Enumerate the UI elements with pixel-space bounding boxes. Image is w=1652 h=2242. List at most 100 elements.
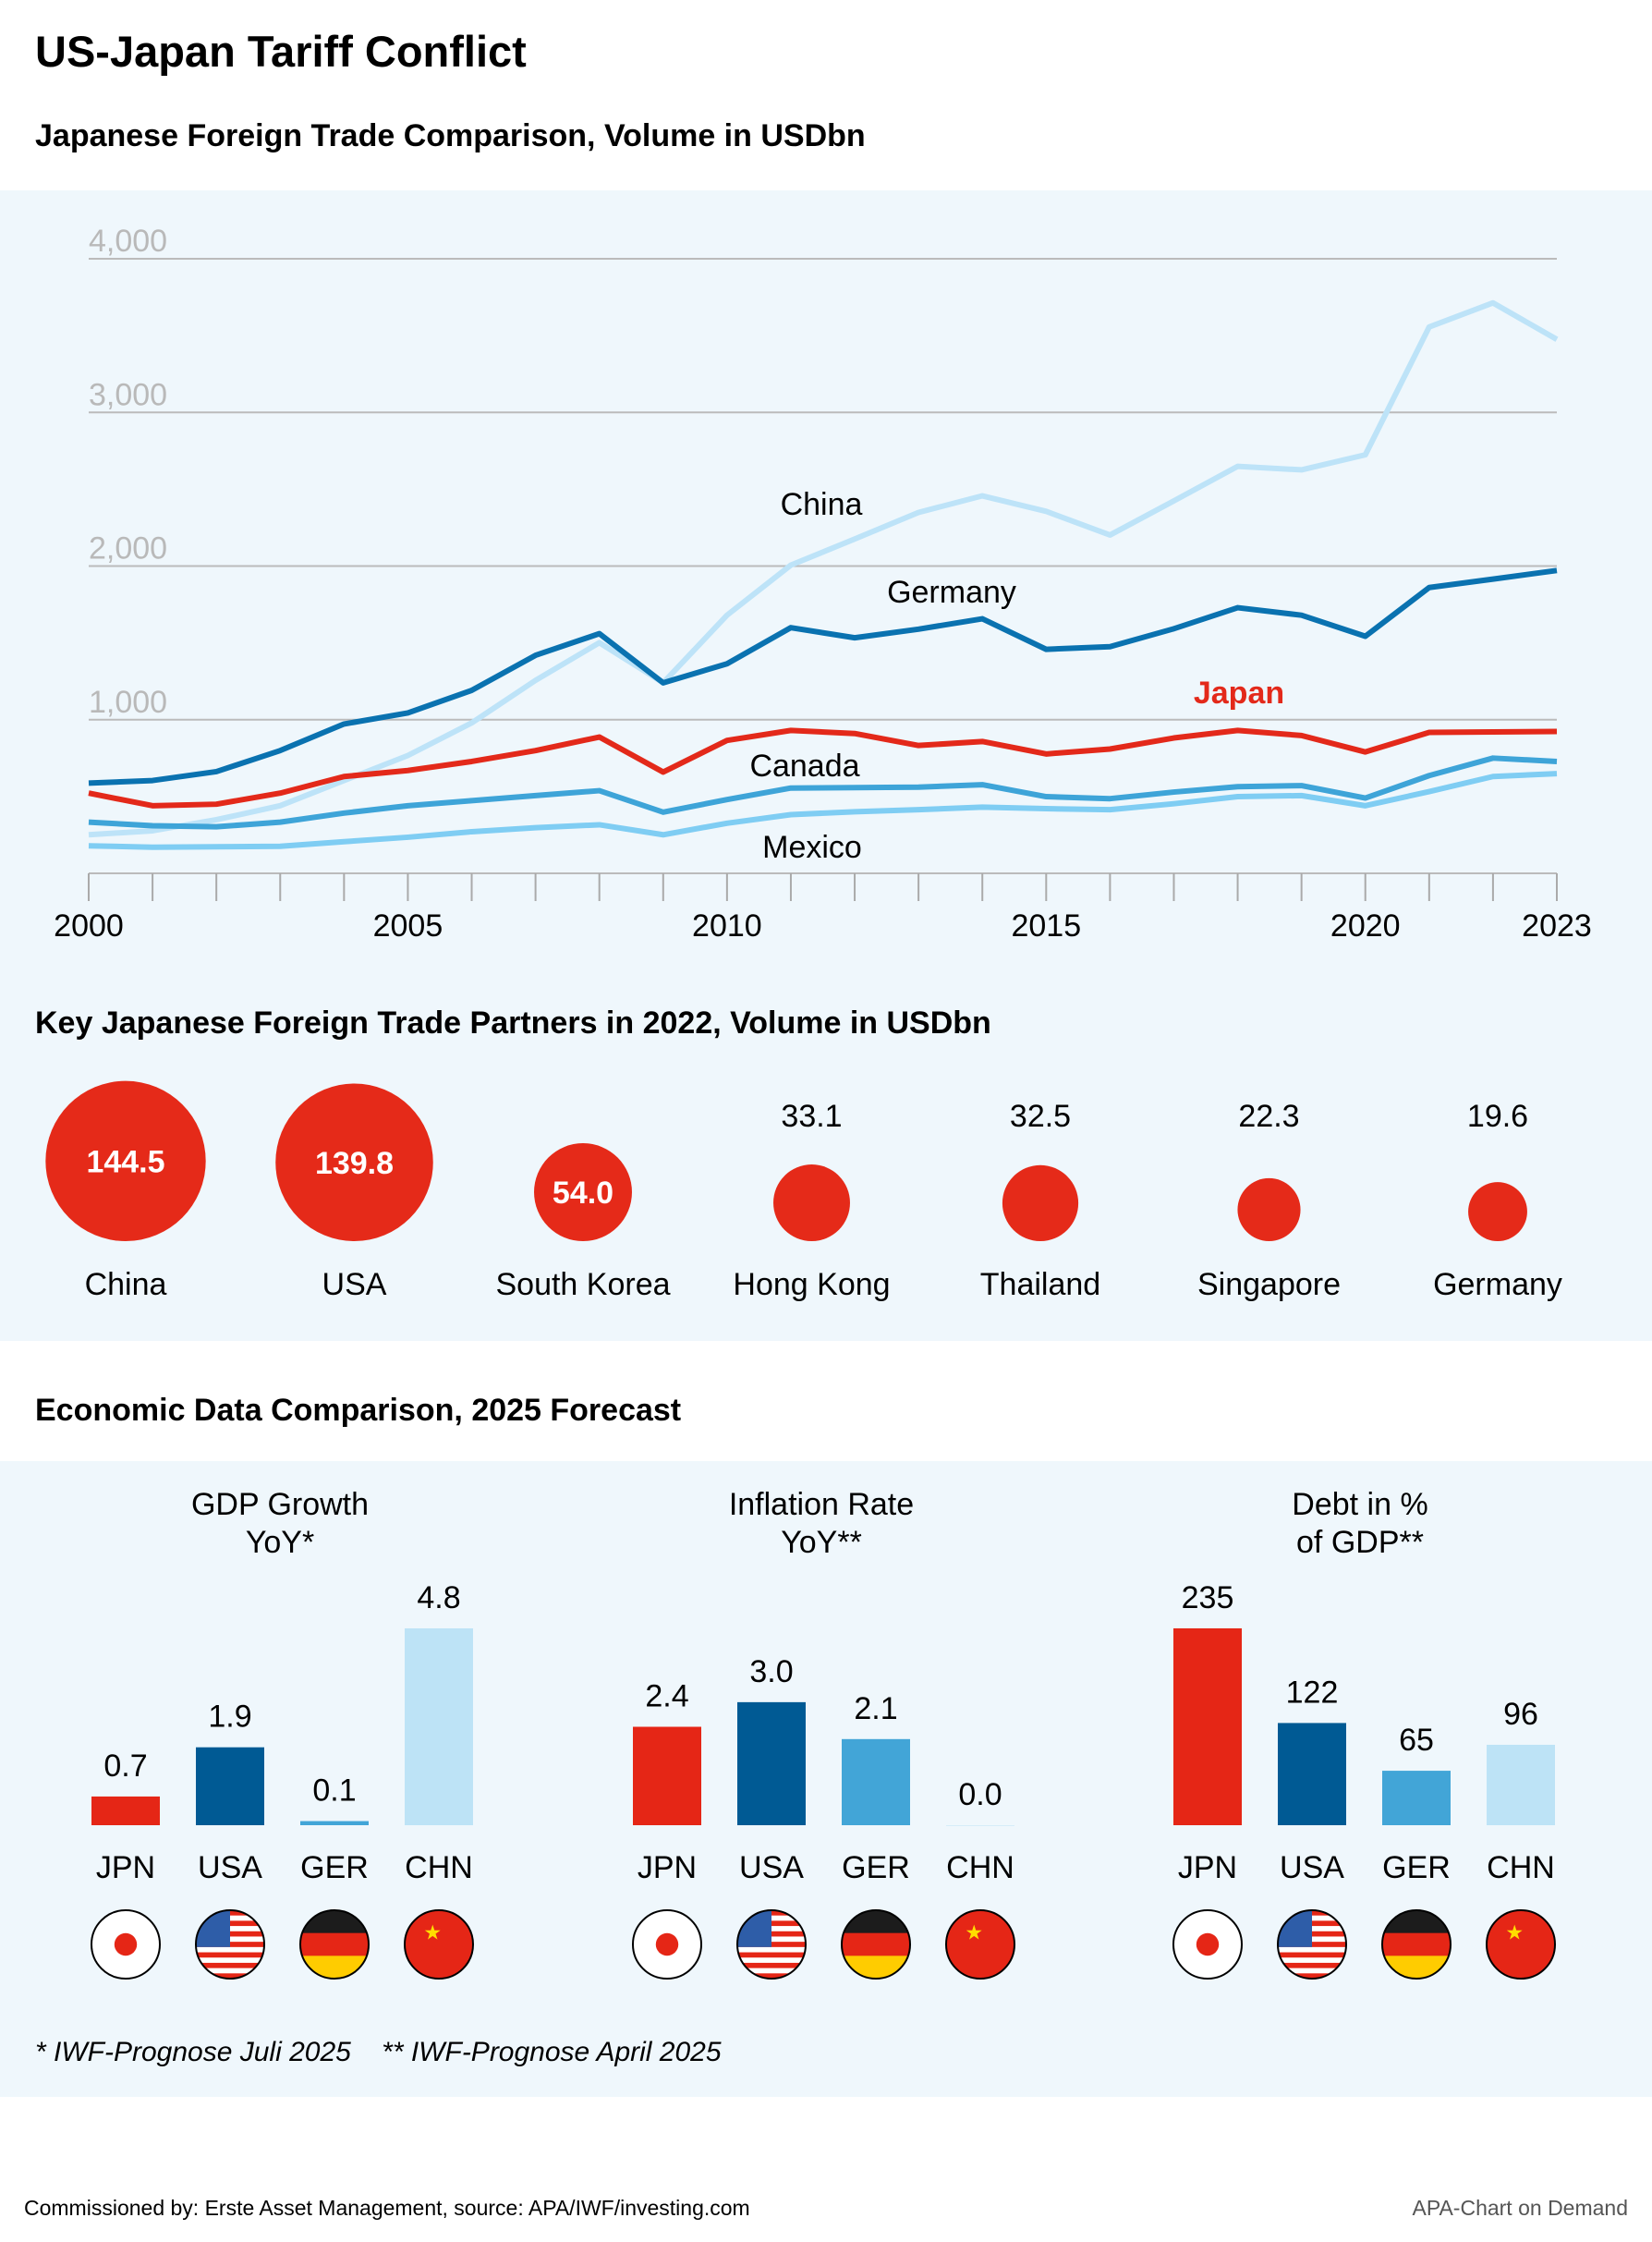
flag-band xyxy=(842,1932,910,1956)
flag-field xyxy=(1487,1910,1555,1979)
flag-sun xyxy=(1196,1932,1220,1956)
bar-category-label: USA xyxy=(198,1850,262,1885)
bar-category-label: CHN xyxy=(1487,1850,1555,1885)
flag-band xyxy=(1382,1956,1451,1979)
bar-value-label: 65 xyxy=(1399,1723,1434,1758)
bubble-value: 33.1 xyxy=(781,1099,842,1134)
y-tick-label: 4,000 xyxy=(89,224,167,259)
japan-flag-icon xyxy=(633,1910,701,1979)
bar-value-label: 0.1 xyxy=(312,1773,356,1809)
bar-chn xyxy=(1487,1744,1555,1825)
flag-field xyxy=(405,1910,473,1979)
source-text: Commissioned by: Erste Asset Management,… xyxy=(24,2196,750,2220)
economic-section-title: Economic Data Comparison, 2025 Forecast xyxy=(35,1393,682,1428)
series-line-mexico xyxy=(88,771,1558,850)
bar-category-label: CHN xyxy=(405,1850,473,1885)
bubble-country-label: Singapore xyxy=(1197,1267,1341,1302)
bubble-country-label: South Korea xyxy=(495,1267,670,1302)
bar-category-label: JPN xyxy=(1178,1850,1237,1885)
flag-stripe xyxy=(196,1973,264,1979)
bubble-value: 139.8 xyxy=(315,1146,394,1181)
bubble xyxy=(773,1164,850,1242)
series-label-canada: Canada xyxy=(749,749,859,784)
flag-stripe xyxy=(1278,1957,1346,1964)
bubble-value: 32.5 xyxy=(1010,1099,1071,1134)
flag-stripe xyxy=(737,1973,806,1979)
germany-flag-icon xyxy=(300,1910,369,1979)
bar-category-label: CHN xyxy=(946,1850,1014,1885)
flag-stripe xyxy=(737,1968,806,1974)
series-line-china xyxy=(88,299,1559,838)
flag-sun xyxy=(655,1932,679,1956)
flag-stripe xyxy=(196,1957,264,1964)
bar-ger xyxy=(842,1738,910,1825)
bar-value-label: 4.8 xyxy=(417,1580,460,1615)
bubble-country-label: China xyxy=(85,1267,167,1302)
flag-stripe xyxy=(196,1962,264,1969)
japan-flag-icon xyxy=(1173,1910,1242,1979)
flag-star: ★ xyxy=(965,1920,983,1943)
flag-outline xyxy=(1381,1909,1452,1980)
bubble-value: 54.0 xyxy=(553,1176,613,1211)
bar-category-label: JPN xyxy=(96,1850,155,1885)
bar-category-label: USA xyxy=(1280,1850,1344,1885)
x-tick-label: 2000 xyxy=(54,908,124,944)
series-label-germany: Germany xyxy=(887,575,1016,610)
y-tick-label: 2,000 xyxy=(89,531,167,567)
bubble xyxy=(45,1080,206,1241)
flag-stripe xyxy=(1278,1968,1346,1974)
series-line-canada xyxy=(88,755,1558,830)
bubble-chart-title: Key Japanese Foreign Trade Partners in 2… xyxy=(35,1005,991,1041)
flag-outline xyxy=(1172,1909,1243,1980)
flag-stripe xyxy=(737,1962,806,1969)
bar-value-label: 0.7 xyxy=(103,1749,147,1784)
flag-stripe xyxy=(196,1952,264,1958)
bar-category-label: GER xyxy=(842,1850,910,1885)
flag-outline xyxy=(945,1909,1015,1980)
group-title-line2: YoY* xyxy=(246,1525,314,1560)
bar-jpn xyxy=(91,1796,160,1825)
china-flag-icon: ★ xyxy=(1487,1910,1555,1979)
flag-stripe xyxy=(737,1946,806,1954)
charts-canvas: 1,000 2,000 3,000 4,000 2000 2005 2010 2015 2020… xyxy=(45,224,1592,1980)
bar-category-label: JPN xyxy=(638,1850,697,1885)
bubble-value: 144.5 xyxy=(86,1144,164,1179)
japan-flag-icon xyxy=(91,1910,160,1979)
group-title-line2: of GDP** xyxy=(1296,1525,1424,1560)
group-title-line1: Inflation Rate xyxy=(729,1487,914,1522)
usa-flag-icon xyxy=(1278,1910,1346,1979)
flag-sun xyxy=(114,1932,138,1956)
x-tick-label: 2023 xyxy=(1522,908,1592,944)
bubble xyxy=(534,1143,632,1242)
flag-stripe xyxy=(737,1952,806,1958)
flag-outline xyxy=(1277,1909,1347,1980)
flag-outline xyxy=(91,1909,161,1980)
flag-band xyxy=(300,1910,369,1934)
bar-chn xyxy=(405,1628,473,1825)
bar-jpn xyxy=(1173,1628,1242,1825)
flag-band xyxy=(1382,1910,1451,1934)
bar-value-label: 1.9 xyxy=(208,1700,251,1735)
flag-band xyxy=(300,1956,369,1979)
bar-value-label: 2.4 xyxy=(645,1679,688,1714)
bubble xyxy=(1468,1182,1527,1241)
bar-jpn xyxy=(633,1726,701,1825)
x-tick-label: 2015 xyxy=(1011,908,1081,944)
bar-value-label: 96 xyxy=(1503,1697,1538,1732)
x-tick-label: 2020 xyxy=(1330,908,1401,944)
bubble-chart: 144.5 China 139.8 USA 54.0 South Korea 33.1 Hon… xyxy=(45,1080,1562,1302)
line-chart-title: Japanese Foreign Trade Comparison, Volum… xyxy=(35,118,866,153)
flag-stripe xyxy=(737,1957,806,1964)
flag-field xyxy=(946,1910,1014,1979)
x-tick-label: 2010 xyxy=(692,908,762,944)
bubble-country-label: USA xyxy=(322,1267,387,1302)
y-tick-label: 1,000 xyxy=(89,685,167,720)
series-label-china: China xyxy=(781,487,863,522)
bar-value-label: 3.0 xyxy=(749,1654,793,1689)
trade-panel xyxy=(0,190,1652,1341)
flag-outline xyxy=(841,1909,911,1980)
flag-outline xyxy=(632,1909,702,1980)
usa-flag-icon xyxy=(737,1910,806,1979)
bar-value-label: 122 xyxy=(1286,1675,1339,1710)
bubble-value: 19.6 xyxy=(1467,1099,1528,1134)
